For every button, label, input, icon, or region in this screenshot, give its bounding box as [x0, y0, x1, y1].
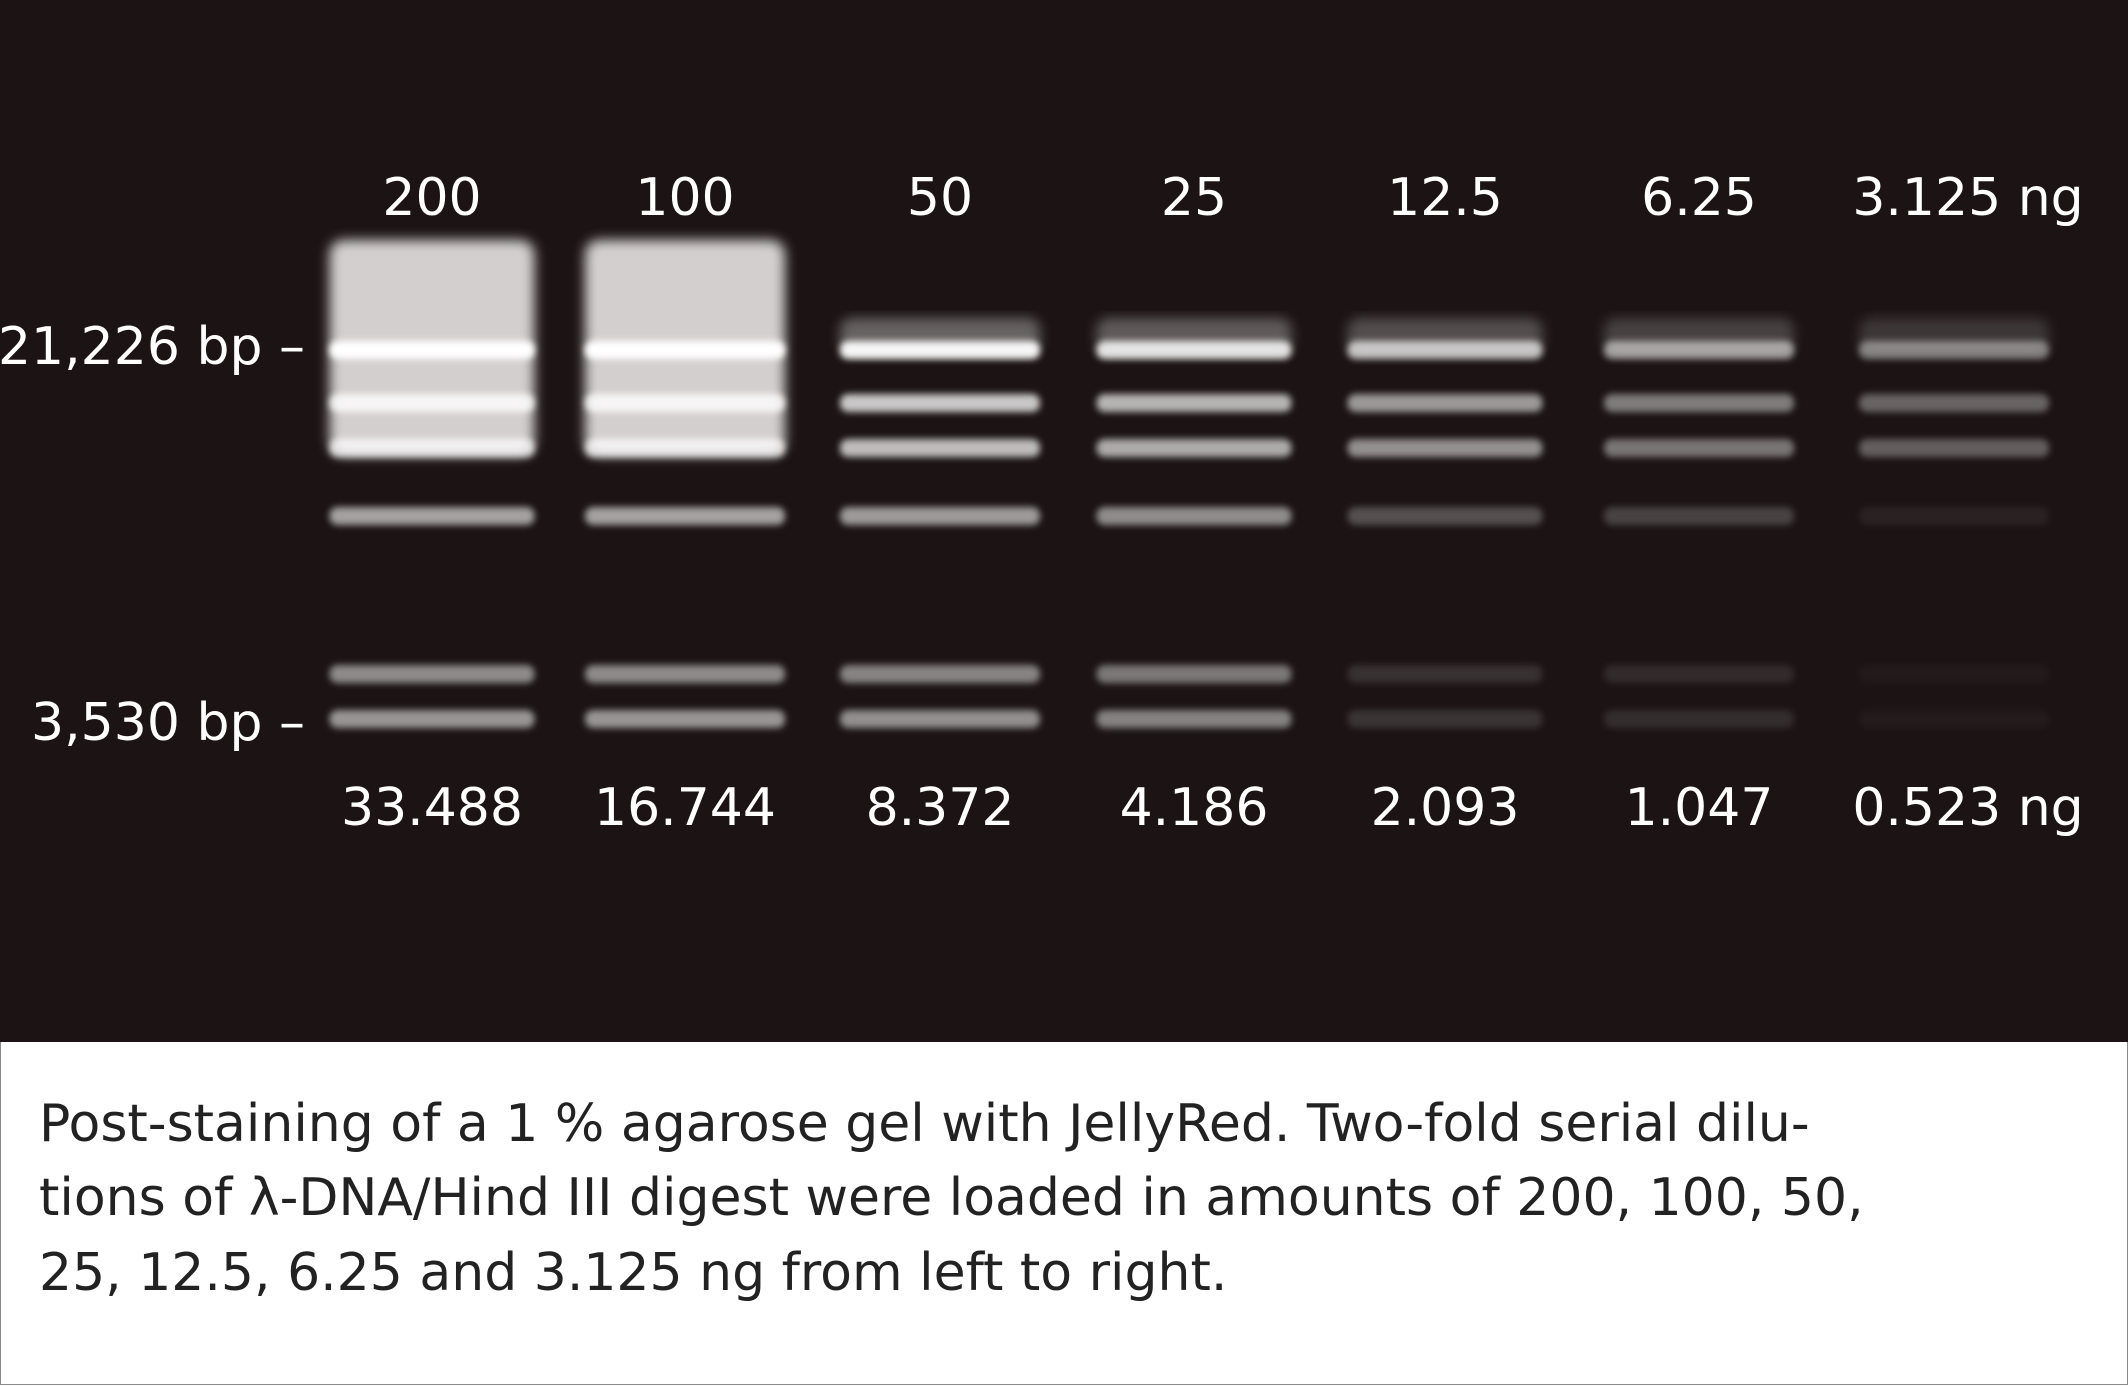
band — [1096, 665, 1292, 683]
band — [840, 665, 1040, 683]
band — [329, 665, 535, 683]
band — [1604, 439, 1794, 457]
marker-label: 3,530 bp – — [31, 693, 305, 753]
caption-line: tions of λ-DNA/Hind III digest were load… — [39, 1168, 1864, 1228]
band — [840, 341, 1040, 359]
band — [1096, 341, 1292, 359]
band — [585, 394, 785, 412]
band — [329, 439, 535, 457]
band-amount-label: 8.372 — [866, 778, 1015, 838]
band-amount-label: 0.523 ng — [1852, 778, 2083, 838]
band — [1859, 439, 2049, 457]
band — [1096, 507, 1292, 525]
band — [329, 341, 535, 359]
band — [1347, 394, 1543, 412]
band — [1859, 341, 2049, 359]
band — [585, 665, 785, 683]
band — [1347, 341, 1543, 359]
band — [840, 710, 1040, 728]
lane-amount-label: 3.125 ng — [1852, 168, 2083, 228]
caption-line: 25, 12.5, 6.25 and 3.125 ng from left to… — [39, 1243, 1228, 1303]
marker-label: 21,226 bp – — [0, 317, 305, 377]
band — [1347, 710, 1543, 728]
band — [840, 439, 1040, 457]
band — [1604, 507, 1794, 525]
band — [840, 394, 1040, 412]
band — [1859, 394, 2049, 412]
band — [1604, 710, 1794, 728]
band — [1347, 439, 1543, 457]
band — [329, 394, 535, 412]
caption-box: Post-staining of a 1 % agarose gel with … — [0, 1042, 2128, 1385]
band — [1604, 341, 1794, 359]
band — [585, 507, 785, 525]
band — [1604, 394, 1794, 412]
band — [1604, 665, 1794, 683]
band — [1096, 710, 1292, 728]
band — [585, 439, 785, 457]
band-amount-label: 2.093 — [1371, 778, 1520, 838]
band — [1347, 665, 1543, 683]
band — [1347, 507, 1543, 525]
gel-image: 21,226 bp – 3,530 bp – 200 33.488 100 16.74… — [0, 0, 2128, 1042]
band — [1859, 710, 2049, 728]
band — [1859, 665, 2049, 683]
lane-amount-label: 12.5 — [1387, 168, 1503, 228]
band — [1096, 439, 1292, 457]
caption-line: Post-staining of a 1 % agarose gel with … — [39, 1094, 1810, 1154]
lane-amount-label: 200 — [382, 168, 481, 228]
band-amount-label: 4.186 — [1120, 778, 1269, 838]
band-amount-label: 33.488 — [341, 778, 523, 838]
band — [329, 507, 535, 525]
lane-amount-label: 25 — [1161, 168, 1227, 228]
band — [1096, 394, 1292, 412]
band — [585, 341, 785, 359]
bands — [329, 240, 2049, 728]
band — [329, 710, 535, 728]
gel-background — [0, 0, 2128, 1042]
band — [585, 710, 785, 728]
band-amount-label: 16.744 — [594, 778, 776, 838]
band-amount-label: 1.047 — [1625, 778, 1774, 838]
lane-amount-label: 100 — [635, 168, 734, 228]
band — [1859, 507, 2049, 525]
lane-amount-label: 50 — [907, 168, 973, 228]
lane-amount-label: 6.25 — [1641, 168, 1757, 228]
band — [840, 507, 1040, 525]
